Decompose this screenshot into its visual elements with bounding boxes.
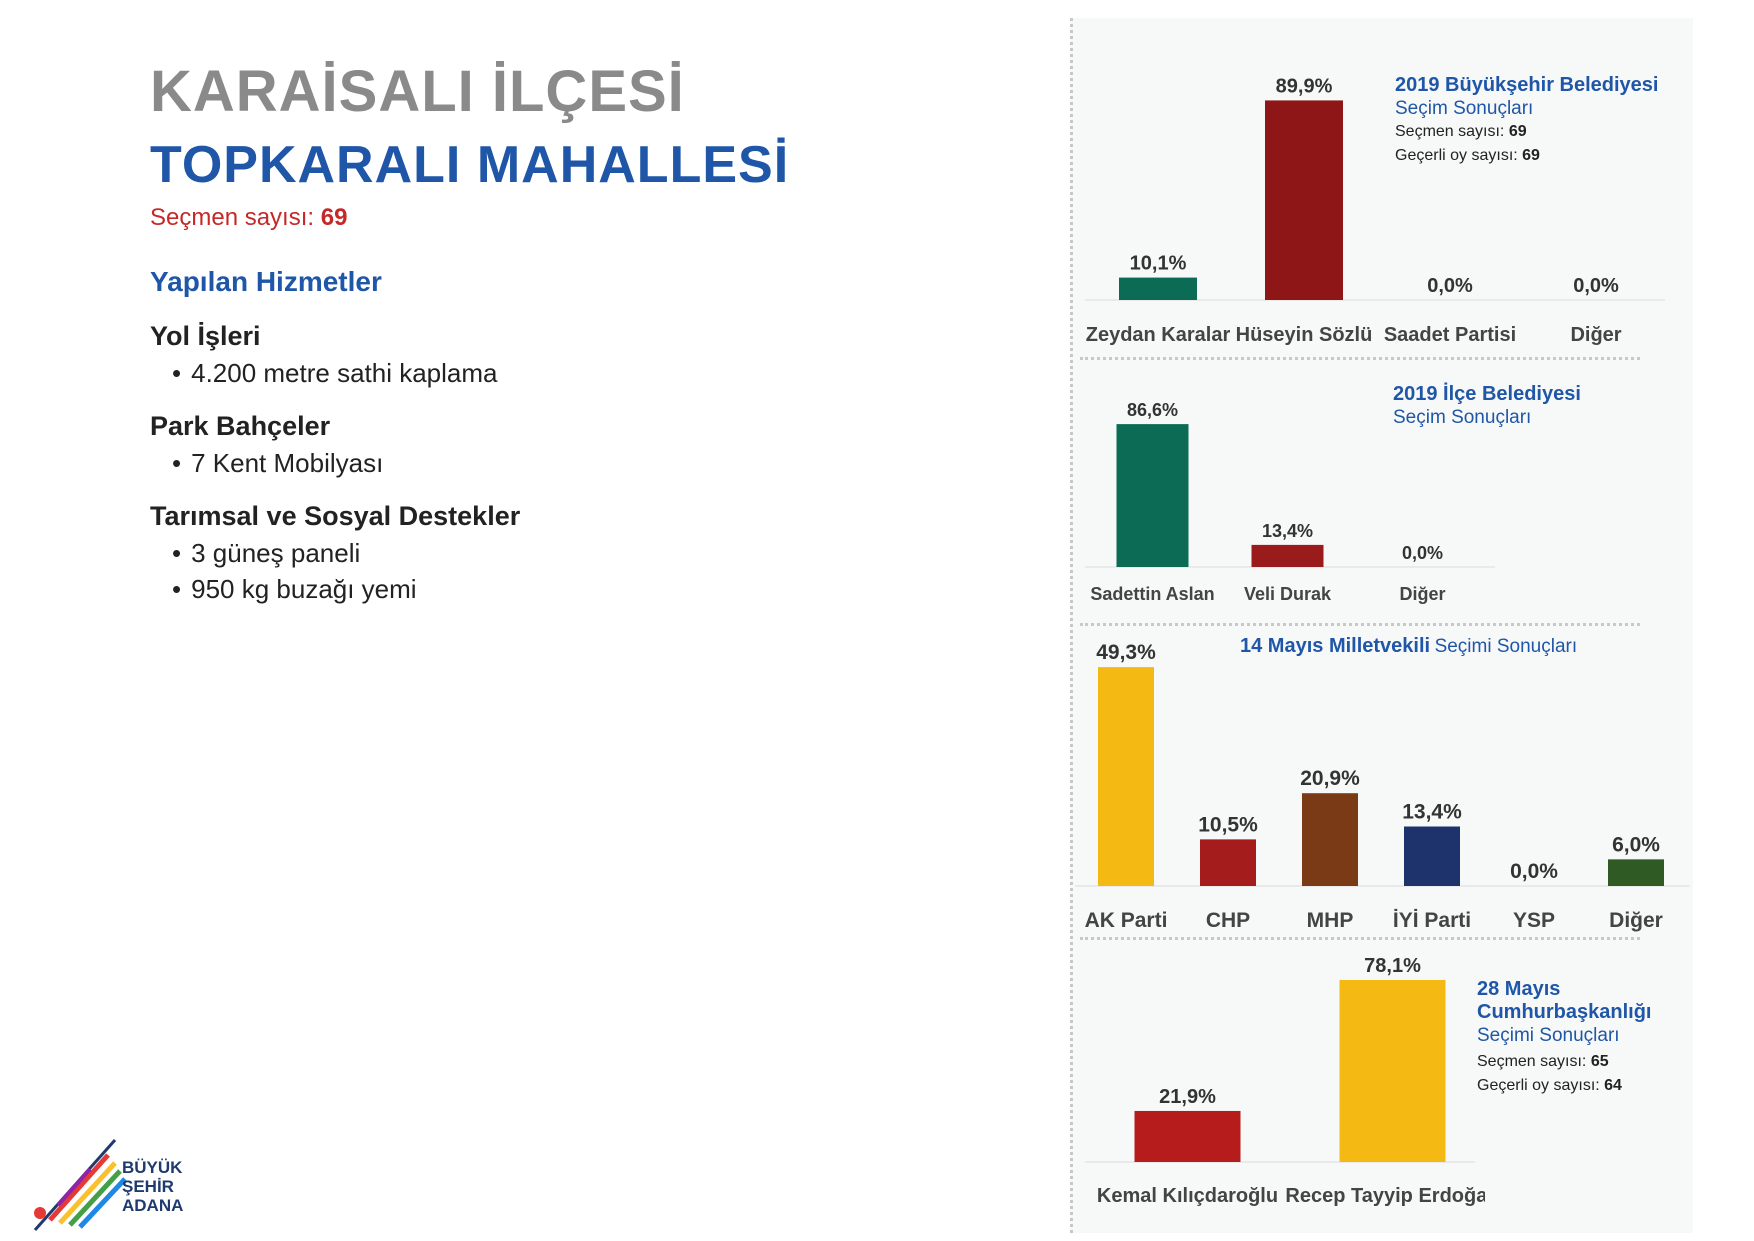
category-label: Diğer bbox=[1570, 324, 1621, 346]
chart2-legend-box: 2019 İlçe Belediyesi Seçim Sonuçları bbox=[1393, 383, 1581, 429]
data-label: 0,0% bbox=[1427, 275, 1473, 297]
data-label: 78,1% bbox=[1364, 955, 1421, 977]
info-value: 69 bbox=[1522, 147, 1540, 164]
adana-logo-icon bbox=[33, 1139, 127, 1231]
info-value: 65 bbox=[1590, 1053, 1609, 1070]
chart3-title: 14 Mayıs Milletvekili bbox=[1240, 635, 1431, 657]
chart1-voters: Seçmen sayısı: 69 bbox=[1395, 120, 1658, 144]
bar-1 bbox=[1134, 1110, 1241, 1162]
logo-line: ADANA bbox=[122, 1196, 184, 1215]
chart2-subtitle: Seçim Sonuçları bbox=[1393, 407, 1532, 428]
chart4-legend-box: 28 Mayıs Cumhurbaşkanlığı Seçimi Sonuçla… bbox=[1477, 978, 1677, 1098]
category-label: Kemal Kılıçdaroğlu bbox=[1097, 1185, 1278, 1207]
list-item: 950 kg buzağı yemi bbox=[172, 574, 416, 605]
section-agri-social: Tarımsal ve Sosyal Destekler bbox=[150, 501, 521, 531]
category-label: Sadettin Aslan bbox=[1090, 584, 1214, 604]
chart-metropolitan-2019: 10,1% Zeydan Karalar 89,9% Hüseyin Sözlü 0,0… bbox=[1085, 75, 1665, 346]
district-title: KARAİSALI İLÇESİ bbox=[150, 59, 685, 124]
category-label: Saadet Partisi bbox=[1384, 324, 1516, 346]
chart1-title: 2019 Büyükşehir Belediyesi bbox=[1395, 74, 1659, 96]
chart4-title: 28 Mayıs Cumhurbaşkanlığı bbox=[1477, 978, 1652, 1023]
chart1-subtitle: Seçim Sonuçları bbox=[1395, 98, 1534, 119]
info-label: Geçerli oy sayısı: bbox=[1395, 147, 1518, 164]
chart1-valid-votes: Geçerli oy sayısı: 69 bbox=[1395, 144, 1658, 168]
category-label: İYİ Parti bbox=[1393, 909, 1471, 932]
data-label: 20,9% bbox=[1300, 767, 1360, 790]
info-value: 69 bbox=[1508, 123, 1527, 140]
data-label: 10,1% bbox=[1130, 253, 1187, 275]
bar-4 bbox=[1404, 826, 1460, 886]
list-item: 7 Kent Mobilyası bbox=[172, 448, 383, 479]
data-label: 13,4% bbox=[1402, 801, 1462, 824]
data-label: 6,0% bbox=[1612, 833, 1660, 856]
data-label: 0,0% bbox=[1402, 543, 1443, 563]
bar-6 bbox=[1608, 859, 1664, 886]
list-item: 3 güneş paneli bbox=[172, 538, 360, 569]
logo-text: BÜYÜK ŞEHİR ADANA bbox=[122, 1158, 183, 1215]
chart4-valid-votes: Geçerli oy sayısı: 64 bbox=[1477, 1074, 1677, 1098]
chart4-subtitle: Seçimi Sonuçları bbox=[1477, 1025, 1620, 1046]
info-label: Geçerli oy sayısı: bbox=[1477, 1077, 1600, 1094]
data-label: 10,5% bbox=[1198, 813, 1258, 836]
data-label: 0,0% bbox=[1510, 860, 1558, 883]
category-label: Diğer bbox=[1609, 909, 1663, 932]
data-label: 13,4% bbox=[1262, 521, 1313, 541]
chart1-legend-box: 2019 Büyükşehir Belediyesi Seçim Sonuçla… bbox=[1395, 74, 1658, 168]
logo-line: ŞEHİR bbox=[122, 1177, 174, 1196]
category-label: Hüseyin Sözlü bbox=[1236, 324, 1373, 346]
category-label: MHP bbox=[1307, 909, 1354, 932]
category-label: Zeydan Karalar bbox=[1086, 324, 1231, 346]
logo-line: BÜYÜK bbox=[122, 1158, 183, 1177]
data-label: 0,0% bbox=[1573, 275, 1619, 297]
voter-count: Seçmen sayısı: 69 bbox=[150, 204, 347, 232]
chart-district-2019: 86,6% Sadettin Aslan 13,4% Veli Durak 0,0% Di… bbox=[1085, 400, 1495, 604]
chart4-voters: Seçmen sayısı: 65 bbox=[1477, 1050, 1677, 1074]
info-label: Seçmen sayısı: bbox=[1395, 123, 1505, 140]
category-label: Veli Durak bbox=[1244, 584, 1332, 604]
chart3-legend-box: 14 Mayıs Milletvekili Seçimi Sonuçları bbox=[1240, 635, 1577, 658]
voter-count-value: 69 bbox=[320, 204, 348, 231]
category-label: YSP bbox=[1513, 909, 1555, 932]
category-label: AK Parti bbox=[1085, 909, 1168, 932]
bar-3 bbox=[1302, 793, 1358, 886]
bar-2 bbox=[1200, 839, 1256, 886]
separator bbox=[1080, 937, 1640, 940]
chart3-subtitle: Seçimi Sonuçları bbox=[1434, 636, 1578, 657]
section-road-works: Yol İşleri bbox=[150, 321, 261, 351]
chart-presidential-may28: 21,9% Kemal Kılıçdaroğlu 78,1% Recep Tayyip… bbox=[1085, 955, 1485, 1207]
bar-2 bbox=[1265, 100, 1343, 300]
category-label: Recep Tayyip Erdoğan bbox=[1285, 1185, 1485, 1207]
bar-2 bbox=[1339, 980, 1446, 1162]
neighborhood-title: TOPKARALI MAHALLESİ bbox=[150, 136, 790, 194]
section-parks: Park Bahçeler bbox=[150, 411, 331, 441]
category-label: CHP bbox=[1206, 909, 1250, 932]
data-label: 89,9% bbox=[1276, 75, 1333, 97]
bar-2 bbox=[1251, 544, 1324, 567]
data-label: 86,6% bbox=[1127, 400, 1178, 420]
bar-1 bbox=[1098, 667, 1154, 886]
services-heading: Yapılan Hizmetler bbox=[150, 266, 382, 297]
data-label: 21,9% bbox=[1159, 1086, 1216, 1108]
separator bbox=[1080, 623, 1640, 626]
separator bbox=[1080, 357, 1640, 360]
chart2-title: 2019 İlçe Belediyesi bbox=[1393, 383, 1581, 405]
info-value: 64 bbox=[1604, 1077, 1622, 1094]
list-item: 4.200 metre sathi kaplama bbox=[172, 358, 497, 389]
data-label: 49,3% bbox=[1096, 641, 1156, 664]
bar-1 bbox=[1116, 424, 1189, 567]
voter-count-label: Seçmen sayısı: bbox=[150, 204, 315, 231]
bar-1 bbox=[1119, 277, 1197, 300]
info-label: Seçmen sayısı: bbox=[1477, 1053, 1587, 1070]
chart-parliament-may14: 49,3% AK Parti 10,5% CHP 20,9% MHP 13,4% İYİ Pa… bbox=[1075, 641, 1690, 932]
category-label: Diğer bbox=[1399, 584, 1445, 604]
